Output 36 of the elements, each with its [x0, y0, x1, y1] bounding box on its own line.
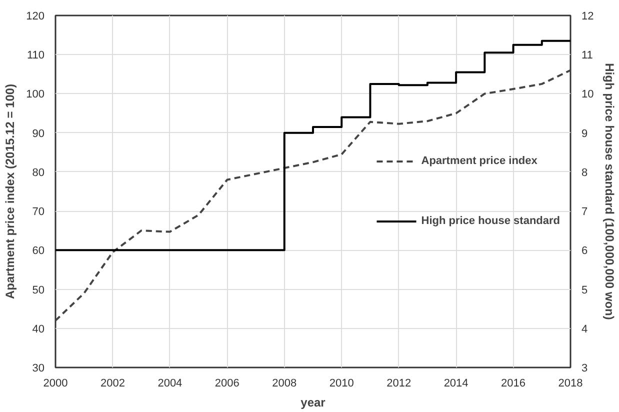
y-tick-label: 90: [32, 128, 45, 140]
x-tick-label: 2008: [272, 378, 297, 390]
y-axis-title: Apartment price index (2015.12 = 100): [3, 84, 18, 300]
y-tick-label: 30: [32, 362, 45, 374]
y2-tick-label: 7: [582, 206, 588, 218]
y2-tick-label: 8: [582, 166, 588, 179]
y-tick-label: 70: [32, 206, 45, 218]
y2-tick-label: 3: [582, 362, 588, 374]
x-tick-label: 2004: [158, 378, 182, 390]
x-tick-label: 2000: [43, 378, 68, 390]
y-tick-label: 40: [32, 323, 45, 336]
y2-tick-label: 11: [582, 50, 593, 62]
y2-axis-title: High price house standard (100,000,000 won): [602, 63, 617, 320]
x-tick-label: 2014: [444, 378, 468, 390]
y-tick-label: 50: [32, 284, 45, 296]
x-tick-label: 2002: [100, 378, 125, 390]
y-tick-label: 80: [32, 166, 45, 179]
y2-tick-label: 6: [582, 245, 588, 258]
legend-label: Apartment price index: [421, 155, 538, 167]
x-tick-label: 2016: [501, 378, 526, 390]
y2-tick-label: 10: [582, 88, 594, 101]
y2-tick-label: 5: [582, 284, 588, 296]
y2-tick-label: 9: [582, 128, 588, 140]
x-axis-title: year: [300, 396, 326, 410]
y-tick-label: 100: [26, 88, 45, 101]
y2-tick-label: 4: [582, 323, 588, 336]
y-tick-label: 120: [26, 10, 45, 22]
x-tick-label: 2010: [329, 378, 354, 390]
y-tick-label: 110: [26, 50, 45, 62]
legend-label: High price house standard: [421, 215, 560, 227]
y-tick-label: 60: [32, 245, 45, 258]
y2-tick-label: 12: [582, 10, 594, 22]
x-tick-label: 2018: [558, 378, 583, 390]
x-tick-label: 2012: [386, 378, 412, 390]
x-tick-label: 2006: [214, 378, 240, 390]
line-series: [56, 69, 570, 322]
